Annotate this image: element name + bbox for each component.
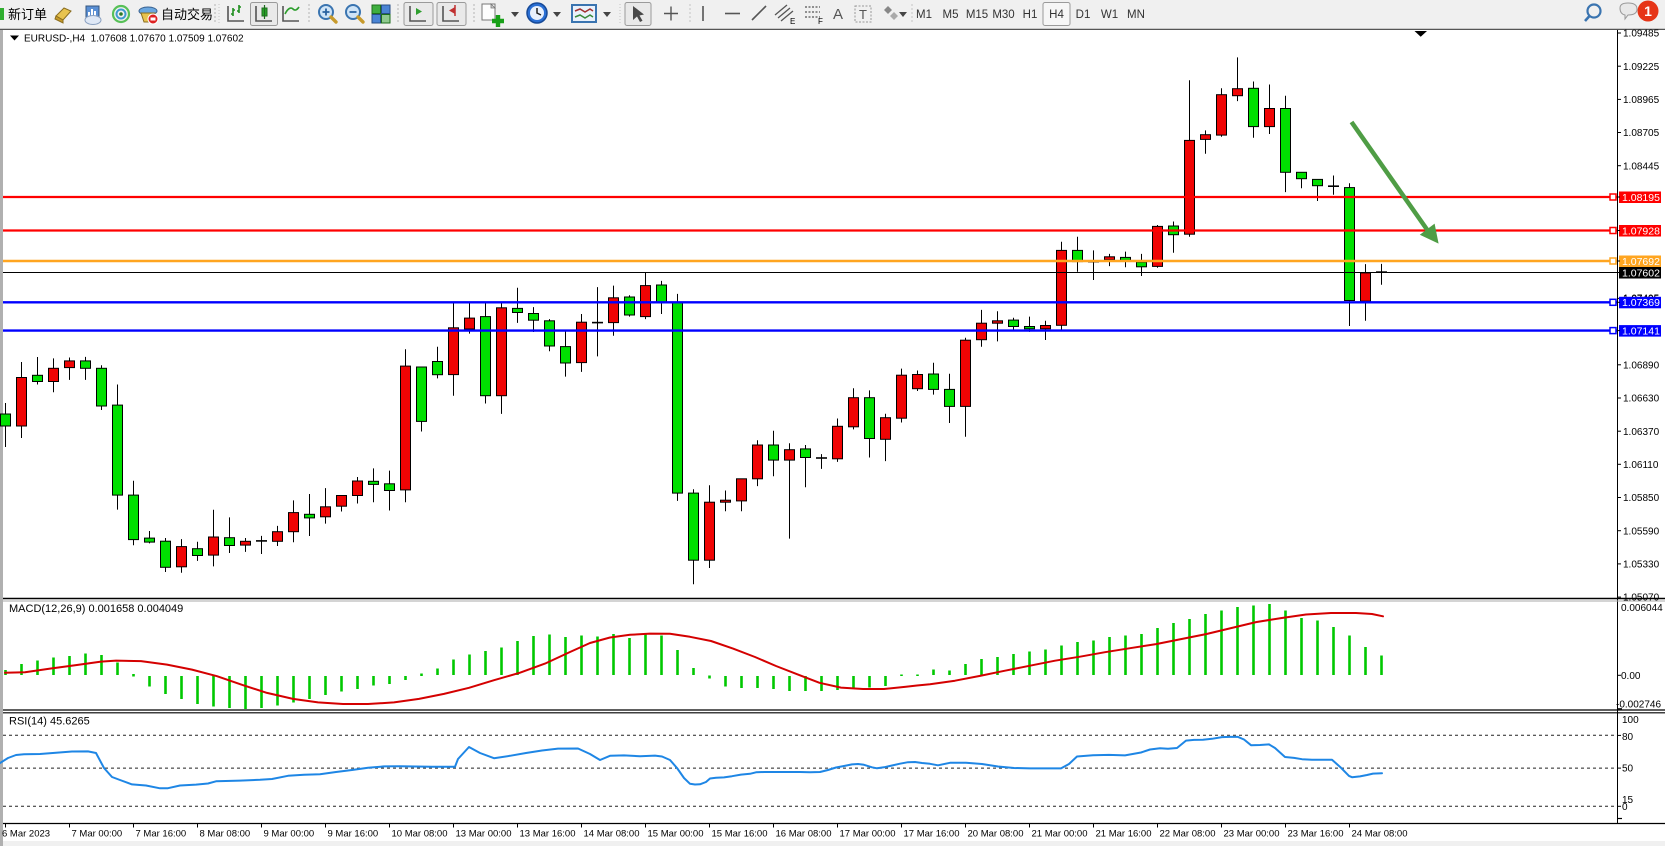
- svg-text:MACD(12,26,9) 0.001658 0.00404: MACD(12,26,9) 0.001658 0.004049: [9, 603, 183, 615]
- svg-text:13 Mar 00:00: 13 Mar 00:00: [456, 829, 512, 840]
- svg-text:1.09225: 1.09225: [1623, 62, 1660, 73]
- svg-text:80: 80: [1622, 732, 1634, 743]
- svg-text:新订单: 新订单: [8, 7, 47, 22]
- svg-text:1.06370: 1.06370: [1623, 427, 1660, 438]
- svg-text:H1: H1: [1023, 9, 1038, 21]
- svg-text:20 Mar 08:00: 20 Mar 08:00: [968, 829, 1024, 840]
- svg-text:7 Mar 00:00: 7 Mar 00:00: [72, 829, 123, 840]
- svg-text:1.08965: 1.08965: [1623, 95, 1660, 106]
- svg-text:1.07692: 1.07692: [1622, 256, 1660, 268]
- svg-text:23 Mar 16:00: 23 Mar 16:00: [1288, 829, 1344, 840]
- svg-text:0.006044: 0.006044: [1621, 603, 1663, 614]
- svg-text:M15: M15: [966, 9, 988, 21]
- svg-text:0: 0: [1622, 802, 1628, 813]
- svg-text:15 Mar 00:00: 15 Mar 00:00: [648, 829, 704, 840]
- svg-text:1: 1: [1644, 3, 1652, 19]
- svg-text:1.07928: 1.07928: [1622, 225, 1660, 237]
- svg-text:24 Mar 08:00: 24 Mar 08:00: [1352, 829, 1408, 840]
- svg-text:1.05070: 1.05070: [1623, 593, 1660, 604]
- svg-text:M30: M30: [992, 9, 1014, 21]
- svg-text:1.05330: 1.05330: [1623, 560, 1660, 571]
- svg-text:1.08705: 1.08705: [1623, 128, 1660, 139]
- svg-text:0.00: 0.00: [1621, 671, 1641, 682]
- svg-text:E: E: [790, 17, 795, 26]
- svg-text:1.07141: 1.07141: [1622, 325, 1660, 337]
- svg-text:1.08445: 1.08445: [1623, 161, 1660, 172]
- svg-text:6 Mar 2023: 6 Mar 2023: [2, 829, 50, 840]
- svg-text:16 Mar 08:00: 16 Mar 08:00: [776, 829, 832, 840]
- svg-text:1.05590: 1.05590: [1623, 526, 1660, 537]
- svg-text:22 Mar 08:00: 22 Mar 08:00: [1160, 829, 1216, 840]
- svg-text:MN: MN: [1127, 9, 1145, 21]
- svg-text:1.09485: 1.09485: [1623, 29, 1660, 40]
- svg-text:1.07369: 1.07369: [1622, 297, 1660, 309]
- svg-text:1.06890: 1.06890: [1623, 360, 1660, 371]
- svg-text:50: 50: [1622, 764, 1634, 775]
- svg-text:M1: M1: [916, 9, 932, 21]
- svg-text:D1: D1: [1076, 9, 1091, 21]
- svg-text:自动交易: 自动交易: [161, 7, 213, 22]
- svg-text:9 Mar 00:00: 9 Mar 00:00: [264, 829, 315, 840]
- svg-text:17 Mar 16:00: 17 Mar 16:00: [904, 829, 960, 840]
- svg-text:T: T: [859, 7, 867, 22]
- svg-text:RSI(14) 45.6265: RSI(14) 45.6265: [9, 716, 90, 728]
- svg-text:13 Mar 16:00: 13 Mar 16:00: [520, 829, 576, 840]
- svg-text:8 Mar 08:00: 8 Mar 08:00: [200, 829, 251, 840]
- svg-text:F: F: [818, 17, 823, 26]
- svg-text:1.06630: 1.06630: [1623, 394, 1660, 405]
- svg-text:1.06110: 1.06110: [1623, 460, 1659, 471]
- svg-text:10 Mar 08:00: 10 Mar 08:00: [392, 829, 448, 840]
- svg-text:14 Mar 08:00: 14 Mar 08:00: [584, 829, 640, 840]
- svg-text:1.07602: 1.07602: [1622, 267, 1660, 279]
- svg-text:1.05850: 1.05850: [1623, 493, 1660, 504]
- svg-text:7 Mar 16:00: 7 Mar 16:00: [136, 829, 187, 840]
- svg-text:9 Mar 16:00: 9 Mar 16:00: [328, 829, 379, 840]
- svg-text:15 Mar 16:00: 15 Mar 16:00: [712, 829, 768, 840]
- svg-text:17 Mar 00:00: 17 Mar 00:00: [840, 829, 896, 840]
- svg-text:23 Mar 00:00: 23 Mar 00:00: [1224, 829, 1280, 840]
- svg-text:A: A: [833, 6, 843, 23]
- svg-text:M5: M5: [943, 9, 959, 21]
- svg-text:EURUSD-,H4 1.07608 1.07670 1.: EURUSD-,H4 1.07608 1.07670 1.07509 1.076…: [24, 34, 244, 45]
- svg-text:100: 100: [1622, 715, 1639, 726]
- svg-text:21 Mar 16:00: 21 Mar 16:00: [1096, 829, 1152, 840]
- svg-text:-0.002746: -0.002746: [1616, 700, 1661, 711]
- svg-text:1.08195: 1.08195: [1622, 192, 1660, 204]
- svg-text:H4: H4: [1049, 9, 1064, 21]
- svg-text:21 Mar 00:00: 21 Mar 00:00: [1032, 829, 1088, 840]
- svg-text:15: 15: [1622, 795, 1634, 806]
- svg-text:W1: W1: [1101, 9, 1118, 21]
